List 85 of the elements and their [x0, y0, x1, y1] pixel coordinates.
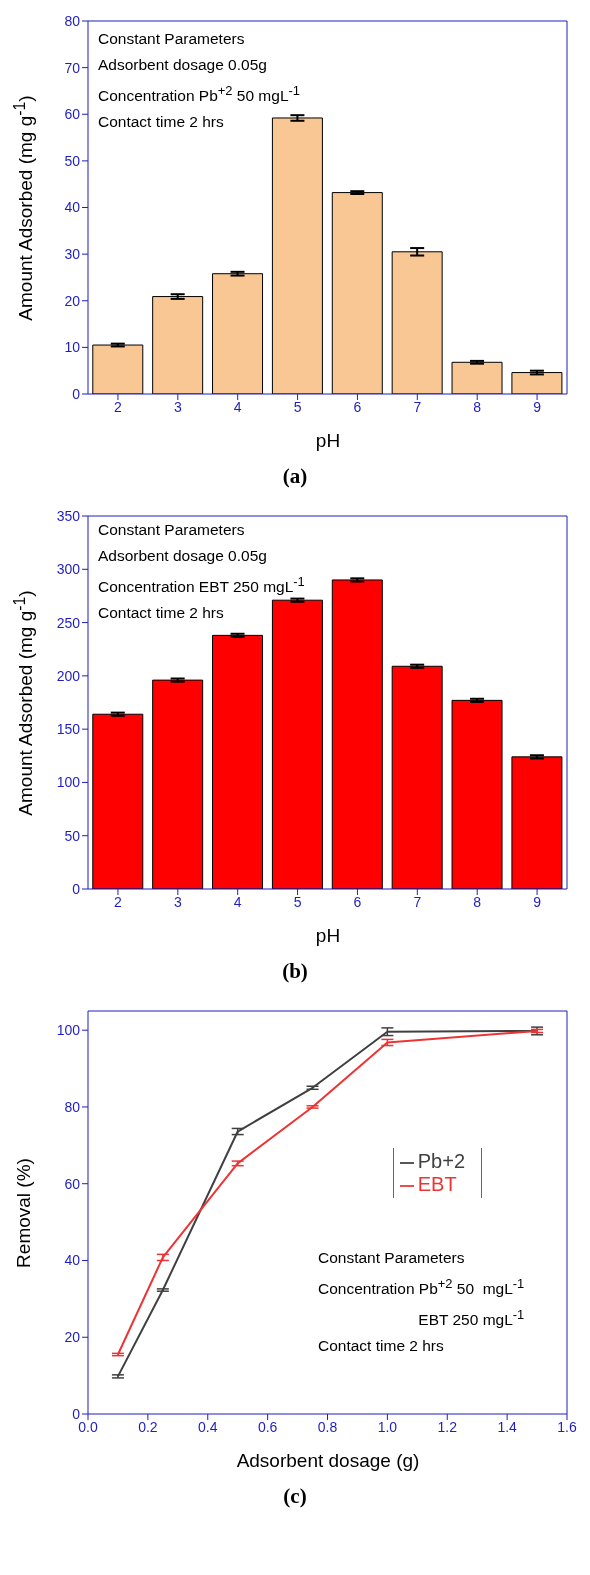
y-tick-label: 200 — [56, 667, 81, 684]
x-tick-label: 7 — [413, 398, 422, 415]
y-tick-label: 150 — [56, 721, 81, 738]
x-tick-label: 4 — [233, 893, 242, 910]
x-tick-label: 3 — [173, 398, 182, 415]
bar — [511, 372, 563, 394]
y-tick-label: 20 — [64, 1329, 81, 1346]
bar — [92, 713, 144, 889]
annotation: Constant Parameters — [98, 29, 246, 49]
y-tick-label: 250 — [56, 614, 81, 631]
annotation: Constant Parameters — [318, 1248, 466, 1268]
x-tick-label: 7 — [413, 893, 422, 910]
y-tick-label: 0 — [72, 1405, 81, 1422]
bar — [451, 361, 503, 394]
x-tick-label: 0.8 — [317, 1418, 338, 1435]
annotation: Adsorbent dosage 0.05g — [98, 55, 268, 75]
x-tick-label: 3 — [173, 893, 182, 910]
y-tick-label: 70 — [64, 59, 81, 76]
bar — [271, 117, 323, 394]
x-tick-label: 1.6 — [557, 1418, 577, 1435]
y-tick-label: 0 — [72, 880, 81, 897]
y-tick-label: 0 — [72, 385, 81, 402]
bar — [511, 756, 563, 889]
x-tick-label: 0.2 — [138, 1418, 158, 1435]
text: (a) — [281, 464, 309, 489]
bar — [152, 679, 204, 889]
y-tick-label: 40 — [64, 1252, 81, 1269]
x-tick-label: 6 — [353, 893, 362, 910]
y-tick-label: 50 — [64, 152, 81, 169]
annotation: Constant Parameters — [98, 520, 246, 540]
x-axis-title: pH — [314, 925, 342, 947]
x-tick-label: 5 — [293, 398, 302, 415]
y-axis-title: Removal (%) — [13, 1157, 35, 1268]
bar — [391, 251, 443, 394]
x-tick-label: 2 — [114, 398, 123, 415]
x-tick-label: 1.0 — [377, 1418, 398, 1435]
legend-label: Pb+2 — [417, 1150, 465, 1172]
x-tick-label: 8 — [473, 893, 482, 910]
y-tick-label: 80 — [64, 1098, 81, 1115]
legend-label: EBT — [417, 1173, 457, 1195]
annotation: Adsorbent dosage 0.05g — [98, 546, 268, 566]
x-tick-label: 1.2 — [437, 1418, 458, 1435]
x-axis-title: pH — [314, 430, 342, 452]
y-tick-label: 40 — [64, 199, 81, 216]
annotation: Concentration EBT 250 mgL$^{-1}$ — [98, 573, 305, 598]
bar — [271, 599, 323, 889]
x-tick-label: 8 — [473, 398, 482, 415]
annotation: Contact time 2 hrs — [98, 112, 225, 133]
x-tick-label: 1.4 — [497, 1418, 518, 1435]
y-tick-label: 60 — [64, 106, 81, 123]
text: (b) — [281, 959, 309, 984]
y-tick-label: 10 — [64, 339, 81, 356]
x-tick-label: 2 — [114, 893, 123, 910]
text: (c) — [282, 1484, 308, 1509]
bar — [92, 344, 144, 394]
bar — [212, 273, 264, 394]
y-tick-label: 30 — [64, 246, 81, 263]
y-tick-label: 50 — [64, 827, 81, 844]
x-tick-label: 5 — [293, 893, 302, 910]
bar — [152, 296, 204, 394]
x-tick-label: 0.4 — [198, 1418, 218, 1435]
y-tick-label: 80 — [64, 12, 81, 29]
x-tick-label: 6 — [353, 398, 362, 415]
x-tick-label: 0.0 — [78, 1418, 98, 1435]
bar — [331, 579, 383, 889]
x-tick-label: 9 — [533, 893, 542, 910]
y-tick-label: 100 — [56, 1022, 81, 1039]
x-tick-label: 4 — [233, 398, 242, 415]
x-tick-label: 9 — [533, 398, 542, 415]
bar — [391, 665, 443, 889]
annotation: EBT 250 mgL$^{-1}$ — [417, 1306, 525, 1331]
annotation: Concentration Pb$^{+2}$ 50 mgL$^{-1}$ — [98, 82, 300, 107]
bar — [331, 192, 383, 394]
x-tick-label: 0.6 — [257, 1418, 278, 1435]
y-tick-label: 60 — [64, 1175, 81, 1192]
y-tick-label: 20 — [64, 292, 81, 309]
annotation: Concentration Pb$^{+2}$ 50 mgL$^{-1}$ — [318, 1275, 525, 1300]
y-tick-label: 100 — [56, 774, 81, 791]
x-axis-title: Adsorbent dosage (g) — [235, 1450, 421, 1472]
bar — [212, 634, 264, 889]
annotation: Contact time 2 hrs — [98, 603, 225, 624]
bar — [451, 699, 503, 889]
y-tick-label: 300 — [56, 561, 81, 578]
annotation: Contact time 2 hrs — [318, 1336, 445, 1357]
y-tick-label: 350 — [56, 507, 81, 524]
